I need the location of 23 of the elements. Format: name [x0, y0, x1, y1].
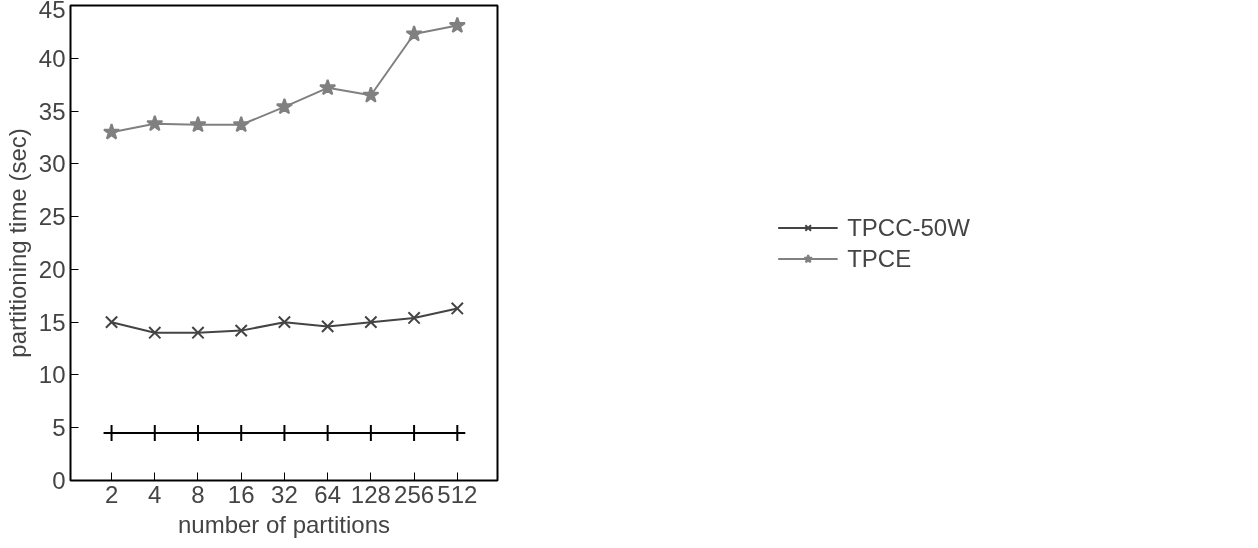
x-tick-label: 32 [271, 480, 298, 508]
y-tick-label: 30 [38, 150, 66, 178]
y-tick-label: 35 [38, 97, 66, 125]
y-tick-label: 15 [38, 308, 66, 336]
y-tick-label: 5 [52, 414, 66, 442]
y-tick-label: 25 [38, 203, 66, 231]
y-tick-label: 0 [52, 467, 66, 494]
x-axis-title: number of partitions [177, 510, 391, 538]
y-tick-label: 10 [38, 361, 66, 389]
x-tick-label: 4 [148, 480, 162, 508]
x-tick-label: 256 [394, 480, 435, 508]
y-axis-title: partitioning time (sec) [3, 128, 31, 358]
x-tick-label: 2 [104, 480, 119, 508]
y-tick-label: 20 [38, 255, 66, 283]
legend-label: TPCE [847, 244, 912, 272]
x-tick-label: 64 [314, 480, 342, 508]
x-tick-label: 8 [191, 480, 205, 508]
x-tick-label: 128 [350, 480, 391, 508]
x-tick-label: 512 [437, 480, 478, 508]
legend-label: TPCC-50W [847, 213, 970, 241]
y-tick-label: 40 [38, 44, 66, 72]
x-tick-label: 16 [227, 480, 255, 508]
y-tick-label: 45 [38, 0, 66, 23]
